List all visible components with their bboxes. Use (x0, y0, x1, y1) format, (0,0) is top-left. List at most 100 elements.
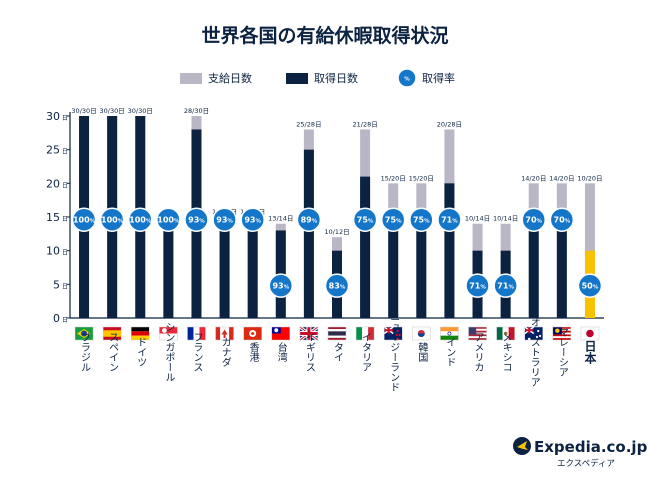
india-flag-icon (440, 326, 459, 341)
ratio-label: 21/28日 (352, 120, 377, 128)
rate-badge (465, 273, 490, 298)
logo-sub: エクスペディア (557, 458, 615, 469)
rate-label: 89% (301, 216, 318, 225)
country-newzealand: 15/20日 75% ニュージーランド (381, 174, 406, 392)
ratio-label: 20/28日 (437, 120, 462, 128)
rate-label: 71% (469, 282, 486, 291)
country-thailand: 10/12日 83% タイ (324, 228, 349, 362)
country-name: ドイツ (135, 337, 147, 367)
rate-label: 83% (329, 282, 346, 291)
ratio-label: 15/20日 (409, 174, 434, 182)
country-germany: 30/30日 100% ドイツ (128, 107, 153, 367)
y-tick-label: 0 (53, 312, 60, 325)
y-tick-unit: 日 (62, 182, 68, 189)
rate-badge (549, 207, 575, 232)
rate-label: 100% (101, 216, 124, 225)
thailand-flag-icon (327, 326, 347, 341)
brazil-flag-icon (74, 326, 94, 341)
country-korea: 15/20日 75% 韓国 (409, 174, 434, 362)
country-canada: 14/15日93%カナダ (212, 207, 237, 367)
taiwan-flag-icon (271, 326, 291, 341)
rate-badge (493, 273, 518, 298)
legend-granted-label: 支給日数 (208, 71, 252, 85)
mexico-flag-icon (496, 326, 515, 341)
bar-taken (219, 223, 230, 318)
chart-title: 世界各国の有給休暇取得状況 (201, 24, 448, 47)
rate-label: 100% (157, 216, 180, 225)
rate-unit: % (424, 219, 430, 225)
usa-flag-icon (468, 326, 487, 341)
rate-label: 70% (554, 216, 571, 225)
country-malaysia: 14/20日 70% マレーシア (549, 174, 574, 377)
country-name: カナダ (219, 337, 231, 367)
country-spain: 30/30日 100% スペイン (100, 107, 125, 372)
rate-label: 100% (129, 216, 152, 225)
rate-unit: % (118, 219, 124, 225)
country-name: ブラジル (79, 331, 91, 372)
bar-taken (444, 183, 455, 318)
ratio-label: 25/28日 (296, 120, 321, 128)
expedia-plane-glyph (517, 441, 528, 450)
canada-flag-icon (215, 326, 234, 341)
bar-granted (584, 183, 595, 318)
y-tick-unit: 日 (62, 216, 68, 223)
rate-unit: % (480, 285, 486, 291)
country-name: タイ (332, 342, 344, 362)
y-tick-unit: 日 (62, 115, 68, 122)
ratio-label: 14/20日 (549, 174, 574, 182)
country-uk: 25/28日 89% イギリス (296, 120, 321, 372)
ratio-label: 10/14日 (493, 215, 518, 223)
uk-flag-icon (299, 325, 319, 342)
legend-granted-swatch (180, 73, 202, 84)
rate-label: 93% (244, 216, 261, 225)
country-usa: 10/14日 71% アメリカ (465, 215, 490, 372)
bar-taken (247, 223, 258, 318)
bar-taken (416, 217, 427, 318)
rate-unit: % (368, 219, 374, 225)
y-tick-label: 20 (46, 177, 60, 190)
country-name: 香港 (247, 342, 259, 362)
legend-taken-label: 取得日数 (314, 72, 358, 85)
country-name: 日本 (583, 340, 597, 365)
ratio-label: 30/30日 (71, 107, 96, 115)
ratio-label: 30/30日 (128, 107, 153, 115)
ratio-label: 14/20日 (521, 174, 546, 182)
rate-label: 75% (385, 216, 402, 225)
rate-badge (128, 207, 153, 232)
country-australia: 14/20日 70% オーストラリア (521, 174, 546, 387)
logo-text: Expedia.co.jp (534, 438, 648, 456)
country-india: 20/28日 71% インド (437, 120, 462, 367)
ratio-label: 13/14日 (268, 215, 293, 223)
rate-badge (521, 207, 546, 232)
rate-badge (437, 207, 462, 232)
ratio-label: 15/20日 (381, 174, 406, 182)
country-italy: 21/28日 75% イタリア (352, 120, 377, 372)
y-tick-unit: 日 (62, 149, 68, 156)
country-name: スペイン (107, 332, 119, 372)
bar-taken (388, 217, 399, 318)
rate-unit: % (565, 219, 571, 225)
y-tick-label: 10 (46, 245, 60, 258)
bar-taken (163, 223, 174, 318)
rate-badge (212, 207, 237, 232)
rate-label: 93% (188, 216, 205, 225)
rate-unit: % (312, 219, 318, 225)
country-taiwan: 13/14日 93% 台湾 (268, 215, 293, 363)
ratio-label: 28/30日 (184, 107, 209, 115)
rate-label: 70% (525, 216, 542, 225)
rate-badge (71, 207, 97, 232)
legend: 支給日数 取得日数 % 取得率 (180, 68, 455, 88)
rate-badge (184, 207, 209, 232)
rate-unit: % (508, 285, 514, 291)
rate-label: 93% (272, 282, 289, 291)
country-name: マレーシア (556, 327, 567, 377)
country-brazil: 30/30日 100% ブラジル (71, 107, 96, 372)
country-name: イギリス (303, 332, 315, 372)
country-name: オーストラリア (528, 317, 539, 387)
rate-unit: % (396, 219, 402, 225)
country-singapore: 14/14日100%シンガポール (156, 207, 181, 382)
rate-unit: % (255, 219, 261, 225)
country-name: 韓国 (416, 342, 428, 363)
malaysia-flag-icon (552, 326, 572, 341)
